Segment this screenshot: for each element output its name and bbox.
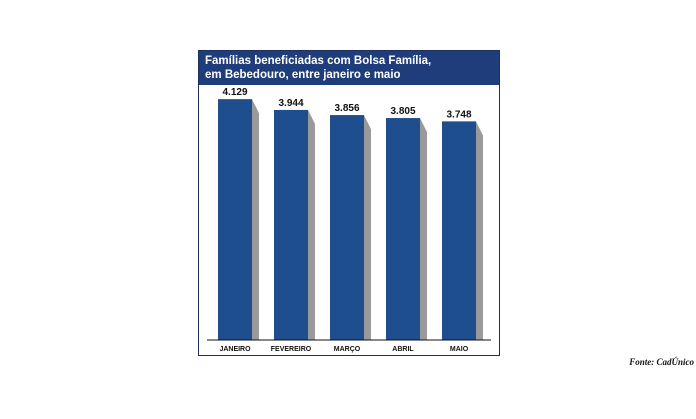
category-label: JANEIRO	[219, 346, 251, 353]
chart-subtitle: em Bebedouro, entre janeiro e maio	[205, 69, 401, 81]
bar	[386, 118, 420, 340]
data-label: 3.748	[446, 109, 471, 120]
chart-header: Famílias beneficiadas com Bolsa Família,…	[199, 51, 499, 85]
data-label: 4.129	[222, 87, 247, 98]
chart-title: Famílias beneficiadas com Bolsa Família,	[205, 55, 432, 67]
category-label: FEVEREIRO	[271, 346, 312, 353]
data-label: 3.856	[334, 103, 359, 114]
category-label: ABRIL	[392, 346, 414, 353]
bar-chart: 4.129 JANEIRO 3.944 FEVEREIRO 3.856 MARÇO 3.80…	[207, 87, 491, 353]
data-label: 3.944	[278, 98, 303, 109]
bar-shadow	[308, 109, 315, 340]
bar-shadow	[364, 115, 371, 340]
data-label: 3.805	[390, 106, 415, 117]
bar-shadow	[476, 121, 483, 340]
bar	[274, 109, 308, 340]
bar	[330, 115, 364, 340]
bar	[218, 99, 252, 340]
bar-shadow	[252, 99, 259, 340]
category-label: MARÇO	[334, 346, 361, 353]
chart-source: Fonte: CadÚnico	[629, 357, 694, 367]
bar-shadow	[420, 118, 427, 340]
chart-frame: Famílias beneficiadas com Bolsa Família,…	[198, 50, 500, 356]
category-label: MAIO	[450, 346, 469, 353]
bar	[442, 121, 476, 340]
